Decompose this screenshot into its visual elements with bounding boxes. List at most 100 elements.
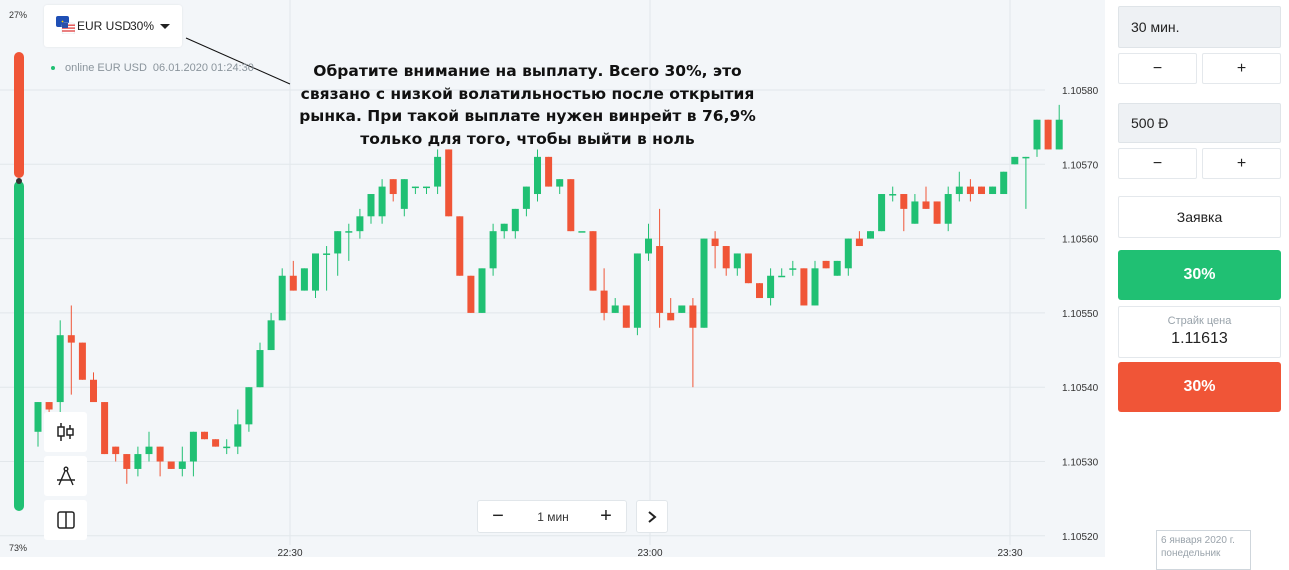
candle-body	[378, 186, 386, 217]
candle-body	[955, 186, 963, 195]
candle-body	[833, 260, 841, 276]
candle-body	[1055, 119, 1063, 150]
candle-body	[1033, 119, 1041, 150]
candle-body	[212, 439, 220, 447]
sentiment-marker	[16, 178, 22, 184]
candle-body	[778, 275, 786, 278]
timeframe-label: 1 мин	[537, 510, 569, 524]
duration-decrease-button[interactable]: −	[1118, 53, 1197, 84]
x-tick-label: 23:30	[997, 548, 1022, 557]
amount-field[interactable]: 500 Đ	[1118, 103, 1281, 143]
put-button[interactable]: 30%	[1118, 362, 1281, 412]
candle-body	[656, 246, 664, 313]
scroll-forward-button[interactable]	[636, 500, 668, 533]
candle-body	[112, 446, 120, 455]
chevron-down-icon	[160, 24, 170, 29]
call-button[interactable]: 30%	[1118, 250, 1281, 300]
candle-body	[334, 231, 342, 254]
candle-body	[434, 156, 442, 187]
candle-body	[600, 290, 608, 313]
date-tooltip: 6 января 2020 г. понедельник	[1156, 530, 1251, 570]
candle-body	[300, 268, 308, 291]
candle-body	[367, 194, 375, 217]
price-chart[interactable]: 1.10580 1.10570 1.10560 1.10550 1.10540 1.105…	[0, 0, 1105, 557]
candle-body	[711, 238, 719, 247]
candle-body	[578, 231, 586, 233]
candle-body	[478, 268, 486, 313]
chart-type-button[interactable]	[44, 412, 87, 452]
candlestick-icon	[56, 423, 74, 441]
online-status: online EUR USD 06.01.2020 01:24:30	[51, 62, 254, 74]
candle-body	[589, 231, 597, 291]
strike-label: Страйк цена	[1167, 315, 1232, 327]
tooltip-date: 6 января 2020 г.	[1161, 535, 1235, 546]
candle-body	[34, 402, 42, 432]
candle-body	[878, 194, 886, 232]
candle-body	[989, 186, 997, 195]
compass-icon	[56, 466, 75, 486]
candle-body	[411, 186, 419, 189]
y-tick-label: 1.10570	[1062, 160, 1099, 171]
annotation-text: Обратите внимание на выплату. Всего 30%,…	[299, 62, 756, 148]
amount-increase-button[interactable]: +	[1202, 148, 1281, 179]
candle-body	[67, 335, 75, 343]
chart-area[interactable]: 1.10580 1.10570 1.10560 1.10550 1.10540 1.105…	[0, 0, 1105, 557]
candle-body	[678, 305, 686, 313]
candle-body	[389, 179, 397, 195]
candle-body	[123, 454, 131, 469]
candle-body	[201, 431, 208, 440]
put-payout: 30%	[1183, 378, 1216, 395]
duration-increase-button[interactable]: +	[1202, 53, 1281, 84]
candle-body	[312, 253, 319, 291]
candle-body	[323, 253, 331, 255]
candle-body	[556, 179, 564, 187]
timeframe-increase-button[interactable]: +	[600, 505, 612, 527]
candle-body	[811, 268, 819, 306]
candle-body	[156, 446, 164, 462]
candle-body	[267, 320, 275, 351]
candle-body	[423, 186, 430, 189]
chevron-right-icon	[648, 510, 657, 523]
candle-body	[622, 305, 630, 328]
candle-body	[245, 387, 253, 425]
server-time: 06.01.2020 01:24:30	[152, 62, 254, 74]
y-tick-label: 1.10520	[1062, 532, 1099, 543]
candle-body	[633, 253, 641, 328]
y-tick-label: 1.10540	[1062, 383, 1099, 394]
sentiment-down-percent: 73%	[9, 543, 28, 553]
duration-field[interactable]: 30 мин.	[1118, 6, 1281, 48]
candle-body	[700, 238, 708, 328]
timeframe-decrease-button[interactable]: −	[492, 505, 504, 527]
candle-body	[145, 446, 153, 455]
split-layout-icon	[56, 511, 75, 529]
candle-body	[667, 312, 675, 321]
call-payout: 30%	[1183, 266, 1216, 283]
candle-body	[456, 216, 464, 276]
y-tick-label: 1.10560	[1062, 235, 1099, 246]
order-button[interactable]: Заявка	[1118, 196, 1281, 238]
candle-body	[78, 342, 86, 380]
candle-body	[134, 454, 142, 469]
candle-body	[756, 283, 763, 299]
x-tick-label: 23:00	[637, 548, 662, 557]
sentiment-bar-down	[14, 52, 24, 178]
candle-body	[345, 231, 353, 233]
asset-selector[interactable]: EUR USD 30%	[44, 5, 182, 47]
amount-decrease-button[interactable]: −	[1118, 148, 1197, 179]
candle-body	[1000, 171, 1008, 195]
candle-body	[978, 186, 985, 195]
candle-body	[178, 461, 186, 469]
candle-body	[278, 275, 286, 321]
candle-body	[567, 179, 575, 232]
candle-body	[645, 238, 652, 254]
layout-button[interactable]	[44, 500, 87, 540]
timeframe-selector: − 1 мин +	[477, 500, 627, 533]
candle-body	[966, 186, 974, 195]
annotation-pointer	[185, 37, 291, 85]
drawing-tools-button[interactable]	[44, 456, 87, 496]
online-text: online EUR USD	[65, 62, 147, 74]
candle-body	[189, 431, 197, 462]
asset-payout: 30%	[130, 19, 155, 33]
amount-value: 500 Đ	[1131, 115, 1169, 131]
candle-body	[489, 231, 497, 269]
